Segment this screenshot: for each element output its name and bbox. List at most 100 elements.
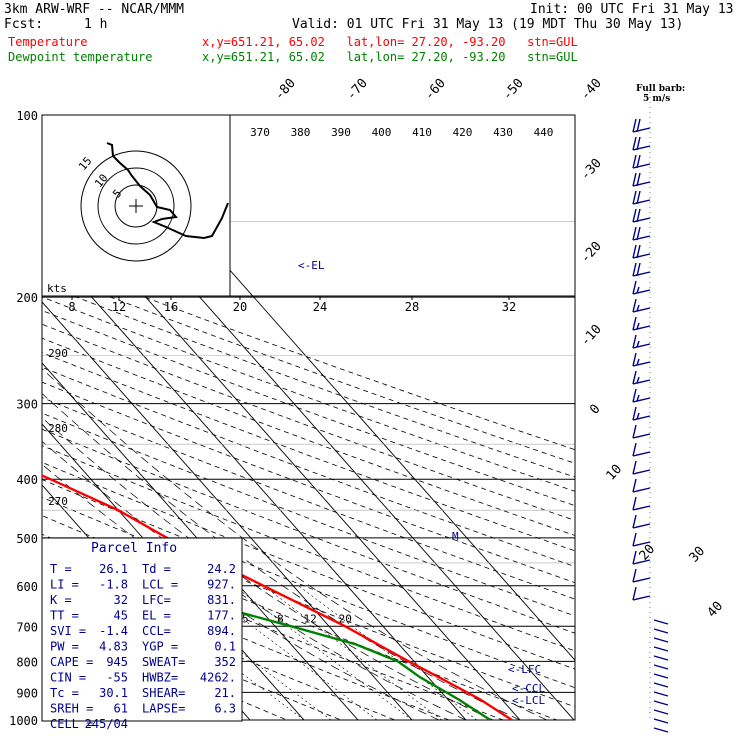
hodograph-speed-label: 32 bbox=[502, 300, 516, 314]
wind-barb-half bbox=[636, 304, 640, 312]
parcel-label: CIN = bbox=[50, 671, 86, 685]
parcel-value: 6.3 bbox=[214, 702, 236, 716]
wind-barb-flag bbox=[632, 280, 637, 295]
parcel-label: EL = bbox=[142, 609, 171, 623]
isotherm-label: -10 bbox=[578, 322, 605, 349]
isotherm-label: 30 bbox=[687, 544, 709, 566]
lfc-marker: <-LFC bbox=[508, 663, 541, 676]
wind-barb-flag bbox=[632, 190, 637, 205]
barb-legend-line1: Full barb: bbox=[636, 84, 686, 94]
wind-barb bbox=[632, 343, 651, 349]
theta-label: 390 bbox=[331, 126, 351, 139]
wind-barb-flag bbox=[632, 496, 637, 511]
isotherm-label: -20 bbox=[578, 239, 605, 266]
wind-barb-flag bbox=[632, 442, 637, 457]
theta-lower-label: 270 bbox=[48, 495, 68, 508]
wind-barb-flag bbox=[632, 424, 637, 439]
wind-barb bbox=[632, 469, 651, 475]
wind-barb-low bbox=[653, 682, 669, 688]
parcel-label: CAPE = bbox=[50, 655, 93, 669]
wind-barb-flag bbox=[636, 226, 641, 241]
hodograph-speed-label: 20 bbox=[233, 300, 247, 314]
wind-barb-half bbox=[636, 412, 640, 420]
parcel-value: 32 bbox=[114, 593, 128, 607]
lcl-marker: <-LCL bbox=[512, 694, 545, 707]
model-title: 3km ARW-WRF -- NCAR/MMM bbox=[4, 2, 185, 17]
parcel-label: SWEAT= bbox=[142, 655, 185, 669]
pressure-label: 400 bbox=[16, 473, 38, 487]
pressure-label: 100 bbox=[16, 109, 38, 123]
wind-barb-half bbox=[636, 322, 640, 330]
wind-barb bbox=[632, 361, 651, 367]
pressure-label: 1000 bbox=[9, 714, 38, 728]
wind-barb bbox=[632, 559, 651, 565]
hodograph-speed-label: 28 bbox=[405, 300, 419, 314]
parcel-label: LI = bbox=[50, 578, 79, 592]
dry-adiabat-line bbox=[42, 572, 397, 720]
parcel-value: -55 bbox=[106, 671, 128, 685]
mixing-ratio-label: 12 bbox=[304, 612, 317, 625]
wind-barb bbox=[632, 271, 651, 277]
theta-label: 430 bbox=[493, 126, 513, 139]
wind-barb-flag bbox=[632, 352, 637, 367]
parcel-label: T = bbox=[50, 562, 72, 576]
isotherm-line bbox=[42, 240, 467, 720]
parcel-value: 61 bbox=[114, 702, 128, 716]
hodograph-speed-label: 8 bbox=[68, 300, 75, 314]
parcel-info-frame bbox=[41, 537, 243, 722]
theta-label: 400 bbox=[372, 126, 392, 139]
mixing-ratio-label: 20 bbox=[339, 612, 352, 625]
wind-barb-half bbox=[636, 376, 640, 384]
hodograph-ring bbox=[80, 150, 192, 262]
wind-barb-low bbox=[653, 673, 669, 679]
wind-barb-flag bbox=[632, 172, 637, 187]
wind-barb-low bbox=[653, 628, 669, 634]
parcel-value: 0.1 bbox=[214, 640, 236, 654]
parcel-label: Tc = bbox=[50, 686, 79, 700]
isotherm-label: -60 bbox=[422, 76, 449, 103]
wind-barb bbox=[632, 127, 651, 133]
theta-lower-label: 280 bbox=[48, 422, 68, 435]
isotherm-label: 10 bbox=[604, 462, 626, 484]
wind-barb-flag bbox=[636, 118, 641, 133]
wind-barb-low bbox=[653, 664, 669, 670]
pressure-label: 500 bbox=[16, 532, 38, 546]
pressure-label: 300 bbox=[16, 398, 38, 412]
wind-barb bbox=[632, 145, 651, 151]
wind-barb-flag bbox=[632, 244, 637, 259]
plot-frame bbox=[41, 114, 576, 721]
parcel-label: HWBZ= bbox=[142, 671, 178, 685]
wind-barb bbox=[632, 307, 651, 313]
wind-barb-flag bbox=[632, 388, 637, 403]
hodograph-speed-label: 24 bbox=[313, 300, 327, 314]
parcel-value: 894. bbox=[207, 624, 236, 638]
dewpoint-legend-label: Dewpoint temperature bbox=[8, 50, 153, 64]
moist-adiabat-line bbox=[42, 368, 548, 720]
wind-barb-flag bbox=[636, 262, 641, 277]
parcel-label: PW = bbox=[50, 640, 79, 654]
isotherm-label: -40 bbox=[578, 76, 605, 103]
parcel-label: LCL = bbox=[142, 578, 178, 592]
wind-barb-flag bbox=[632, 514, 637, 529]
wind-barb bbox=[632, 235, 651, 241]
valid-time: Valid: 01 UTC Fri 31 May 13 (19 MDT Thu … bbox=[292, 17, 684, 32]
wind-barb-flag bbox=[632, 568, 637, 583]
mixing-ratio-line bbox=[298, 585, 477, 720]
wind-barb-flag bbox=[636, 244, 641, 259]
parcel-label: LAPSE= bbox=[142, 702, 185, 716]
dry-adiabat-line bbox=[42, 461, 575, 670]
fcst-label: Fcst: bbox=[4, 17, 44, 32]
wind-barb-flag bbox=[636, 208, 641, 223]
wind-barb-low bbox=[653, 700, 669, 706]
parcel-value: 245/04 bbox=[85, 717, 128, 731]
dewpoint-profile-line bbox=[42, 564, 491, 720]
parcel-label: SVI = bbox=[50, 624, 86, 638]
parcel-value: 30.1 bbox=[99, 686, 128, 700]
wind-barb bbox=[632, 217, 651, 223]
parcel-info-box: Parcel Info T = 26.1 Td = 24.2 LI = -1.8 LCL = 9… bbox=[41, 537, 243, 731]
wind-barb bbox=[632, 325, 651, 331]
isotherm-line bbox=[42, 301, 413, 720]
wind-barb-flag bbox=[632, 226, 637, 241]
